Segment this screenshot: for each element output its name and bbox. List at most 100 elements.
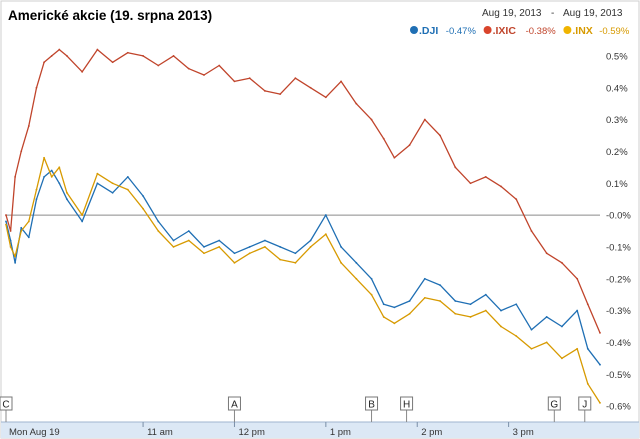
data-point-ixic: [5, 214, 7, 216]
data-point-inx: [66, 191, 68, 194]
data-point-ixic: [309, 86, 312, 89]
news-flag-j[interactable]: J: [578, 396, 592, 422]
news-flag-g[interactable]: G: [547, 396, 561, 422]
data-point-dji: [393, 306, 396, 309]
data-point-inx: [439, 300, 441, 302]
data-point-dji: [218, 239, 221, 242]
range-end[interactable]: Aug 19, 2013: [563, 8, 623, 19]
data-point-inx: [248, 252, 251, 255]
data-point-dji: [142, 195, 144, 197]
data-point-inx: [423, 296, 426, 299]
news-flag-b[interactable]: B: [365, 396, 379, 422]
x-tick-label: Mon Aug 19: [9, 427, 60, 438]
series-line-dji[interactable]: [5, 169, 601, 366]
data-point-inx: [126, 188, 129, 191]
y-axis: 0.5% 0.4% 0.3% 0.2% 0.1% -0.0% -0.1% -0.2% -0.3%…: [606, 51, 631, 412]
data-point-ixic: [50, 55, 53, 57]
x-tick-label: 3 pm: [513, 427, 534, 438]
data-point-ixic: [142, 55, 144, 57]
data-point-ixic: [279, 93, 282, 96]
data-point-dji: [96, 182, 99, 185]
x-tick-label: 2 pm: [421, 427, 442, 438]
data-point-ixic: [370, 118, 373, 121]
y-tick-label: -0.1%: [606, 242, 631, 253]
series-line-inx[interactable]: [5, 157, 601, 404]
data-point-dji: [294, 252, 297, 255]
data-point-inx: [5, 223, 7, 226]
x-axis-band: [1, 422, 639, 438]
x-tick-label: 11 am: [147, 427, 173, 438]
data-point-inx: [382, 316, 385, 318]
flag-label: B: [368, 400, 375, 411]
data-point-ixic: [355, 102, 358, 105]
range-separator: -: [551, 8, 554, 19]
flag-box: [365, 396, 379, 411]
legend: .INX -0.59% .IXIC -0.38% .DJI -0.47%: [410, 25, 630, 37]
data-point-inx: [500, 325, 502, 328]
legend-dot-icon: [483, 26, 492, 34]
range-start[interactable]: Aug 19, 2013: [482, 8, 542, 19]
data-point-inx: [96, 172, 99, 175]
data-point-dji: [35, 198, 38, 201]
x-tick-label: 1 pm: [330, 427, 351, 438]
data-point-dji: [370, 277, 373, 280]
data-point-ixic: [576, 277, 579, 280]
data-point-inx: [309, 246, 312, 248]
data-point-ixic: [96, 48, 99, 51]
data-point-inx: [324, 233, 327, 236]
y-tick-label: 0.1%: [606, 179, 628, 190]
flag-label: H: [403, 400, 410, 411]
data-point-dji: [423, 277, 426, 280]
data-point-ixic: [599, 331, 601, 334]
data-point-ixic: [382, 137, 385, 140]
y-tick-label: -0.5%: [606, 370, 631, 381]
data-point-dji: [576, 309, 579, 312]
data-point-inx: [408, 312, 411, 315]
data-point-dji: [9, 239, 12, 242]
data-point-dji: [248, 246, 251, 248]
flag-box: [0, 396, 13, 411]
legend-item-ixic[interactable]: .IXIC -0.38%: [483, 25, 557, 37]
data-point-inx: [576, 347, 579, 350]
data-point-dji: [126, 175, 129, 178]
data-point-dji: [382, 303, 385, 306]
data-point-ixic: [126, 51, 129, 54]
data-point-dji: [545, 316, 548, 318]
flag-label: G: [550, 400, 558, 411]
data-point-inx: [172, 246, 175, 248]
legend-item-inx[interactable]: .INX -0.59%: [563, 25, 630, 37]
y-tick-label: -0.4%: [606, 338, 631, 349]
data-point-dji: [599, 363, 601, 366]
data-point-ixic: [81, 70, 84, 73]
flag-label: A: [231, 400, 238, 411]
data-point-ixic: [294, 77, 297, 80]
data-point-ixic: [454, 166, 457, 169]
data-point-ixic: [586, 303, 589, 306]
data-point-inx: [27, 220, 30, 223]
legend-item-dji[interactable]: .DJI -0.47%: [410, 25, 476, 37]
data-point-dji: [484, 293, 487, 296]
x-tick-label: 12 pm: [238, 427, 264, 438]
data-point-dji: [5, 220, 7, 223]
flag-box: [547, 396, 561, 411]
plot-area[interactable]: [5, 48, 601, 404]
data-point-inx: [454, 312, 457, 315]
data-point-dji: [324, 214, 327, 216]
data-point-dji: [50, 169, 53, 172]
data-point-ixic: [500, 185, 502, 188]
news-flag-h[interactable]: H: [400, 396, 414, 422]
chart-title: Americké akcie (19. srpna 2013): [8, 8, 212, 23]
data-point-ixic: [20, 150, 23, 153]
data-point-dji: [14, 261, 17, 264]
data-point-dji: [81, 220, 84, 223]
data-point-dji: [279, 246, 282, 248]
news-flag-c[interactable]: C: [0, 396, 13, 422]
data-point-dji: [66, 198, 68, 201]
data-point-dji: [203, 246, 205, 248]
series-line-ixic[interactable]: [5, 48, 601, 334]
data-point-inx: [218, 246, 221, 248]
data-point-dji: [500, 309, 502, 312]
news-flag-a[interactable]: A: [227, 396, 241, 422]
